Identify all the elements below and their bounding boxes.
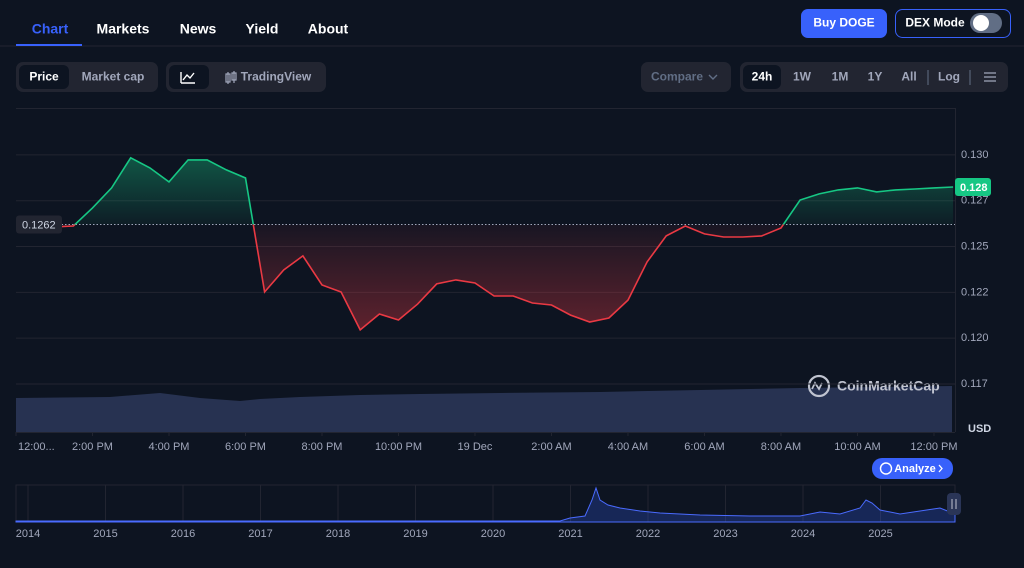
volume-bars	[16, 386, 952, 432]
metric-selected	[19, 65, 69, 89]
navigator-year: 2015	[93, 528, 117, 540]
reference-label: 0.1262	[22, 219, 56, 231]
analyze-chevron	[938, 464, 943, 473]
settings-icon[interactable]	[984, 72, 996, 82]
x-tick-label: 2:00 AM	[531, 441, 571, 453]
range-option[interactable]: 1Y	[868, 70, 883, 84]
compare-dropdown[interactable]	[641, 62, 731, 92]
navigator-year: 2014	[16, 528, 40, 540]
range-option[interactable]: 24h	[752, 70, 773, 84]
y-tick-label: 0.125	[961, 240, 989, 252]
analyze-label: Analyze	[894, 463, 936, 475]
compare-label: Compare	[651, 70, 703, 84]
navigator-year: 2021	[558, 528, 582, 540]
navigator-year: 2016	[171, 528, 195, 540]
x-tick-label: 4:00 PM	[149, 441, 190, 453]
toggle-knob	[973, 15, 989, 31]
y-tick-label: 0.122	[961, 286, 989, 298]
price-line	[16, 156, 954, 332]
navigator-year: 2018	[326, 528, 350, 540]
range-option[interactable]: All	[901, 70, 916, 84]
analyze-button[interactable]	[872, 458, 953, 479]
x-tick-label: 19 Dec	[458, 441, 493, 453]
line-icon	[180, 72, 195, 84]
navigator-handle[interactable]	[947, 493, 961, 515]
range-option[interactable]: 1M	[832, 70, 849, 84]
y-tick-label: 0.120	[961, 332, 989, 344]
buy-button-label: Buy DOGE	[813, 16, 874, 30]
navigator-history	[15, 486, 956, 523]
dex-mode-label: DEX Mode	[905, 16, 965, 30]
tab[interactable]: About	[308, 21, 349, 37]
navigator-year: 2022	[636, 528, 660, 540]
dropdown-chevron	[708, 74, 718, 80]
x-tick-label: 6:00 AM	[684, 441, 724, 453]
y-tick-label: 0.130	[961, 149, 989, 161]
x-tick-label: 8:00 AM	[761, 441, 801, 453]
x-tick-label: 2:00 PM	[72, 441, 113, 453]
candle-icon	[225, 71, 237, 84]
navigator-year: 2023	[713, 528, 737, 540]
buy-button[interactable]	[801, 9, 887, 38]
tab[interactable]: Markets	[97, 21, 150, 37]
active-tab-indicator	[16, 44, 82, 46]
range-toggle	[740, 62, 1008, 92]
watermark: CoinMarketCap	[807, 374, 940, 398]
x-tick-label: 4:00 AM	[608, 441, 648, 453]
tab[interactable]: Chart	[32, 21, 69, 37]
x-tick-label: 10:00 AM	[834, 441, 880, 453]
reference-label-bg	[16, 215, 62, 234]
navigator-year: 2017	[248, 528, 272, 540]
area	[16, 157, 954, 330]
x-tick-label: 12:00 PM	[910, 441, 957, 453]
current-price-label: 0.128	[960, 182, 988, 194]
y-tick-label: 0.127	[961, 195, 989, 207]
range-selected	[743, 65, 781, 89]
metric-option[interactable]: Price	[29, 70, 59, 84]
x-tick-label: 10:00 PM	[375, 441, 422, 453]
navigator-year: 2020	[481, 528, 505, 540]
unit-label: USD	[968, 423, 991, 435]
range-option[interactable]: 1W	[793, 70, 812, 84]
current-price-tag	[955, 177, 991, 196]
x-tick-label: 12:00...	[18, 441, 55, 453]
dex-mode-button[interactable]	[895, 9, 1011, 38]
navigator-year: 2025	[868, 528, 892, 540]
handle-grip	[951, 499, 957, 509]
y-tick-label: 0.117	[961, 378, 988, 390]
tab[interactable]: News	[180, 21, 217, 37]
x-tick-label: 8:00 PM	[302, 441, 343, 453]
watermark-text: CoinMarketCap	[837, 378, 940, 394]
analyze-icon	[879, 462, 893, 475]
navigator-year: 2024	[791, 528, 815, 540]
metric-option[interactable]: Market cap	[82, 70, 145, 84]
tab[interactable]: Yield	[246, 21, 279, 37]
navigator-year: 2019	[403, 528, 427, 540]
log-button[interactable]: Log	[938, 70, 960, 84]
x-tick-label: 6:00 PM	[225, 441, 266, 453]
tradingview-button[interactable]: TradingView	[241, 70, 312, 84]
